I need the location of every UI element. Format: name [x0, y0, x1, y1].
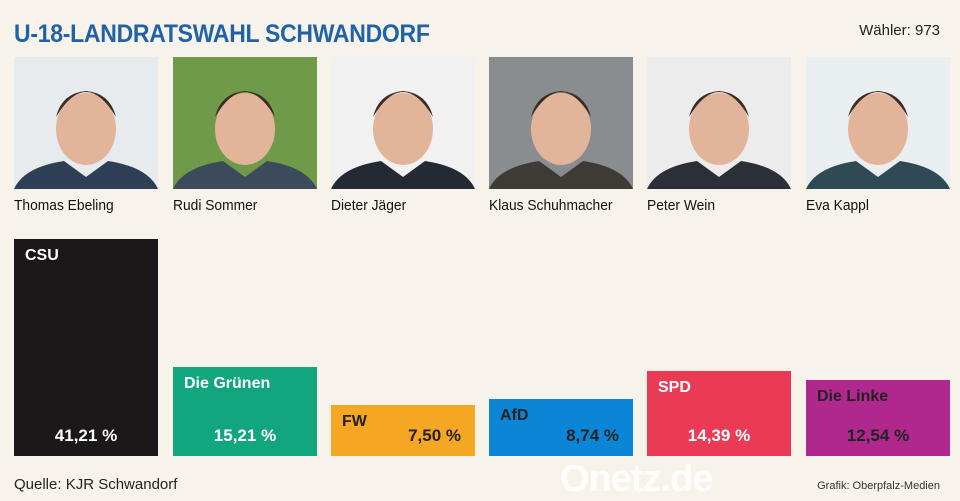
- candidate-name: Rudi Sommer: [173, 197, 258, 214]
- candidate-card: Eva Kappl: [806, 57, 950, 214]
- party-label: FW: [342, 413, 367, 431]
- candidate-name: Eva Kappl: [806, 197, 869, 214]
- candidate-photo: [331, 57, 475, 189]
- watermark-logo: Onetz.de: [560, 458, 713, 500]
- bar-afd: AfD 8,74 %: [489, 398, 633, 456]
- candidate-card: Thomas Ebeling: [14, 57, 158, 214]
- bar-spd: SPD 14,39 %: [647, 371, 791, 456]
- bar-fw: FW 7,50 %: [331, 405, 475, 456]
- source-note: Quelle: KJR Schwandorf: [14, 476, 178, 493]
- candidate-photo: [647, 57, 791, 189]
- candidate-name: Thomas Ebeling: [14, 197, 114, 214]
- candidate-card: Klaus Schuhmacher: [489, 57, 633, 214]
- data-label: 15,21 %: [213, 426, 277, 445]
- credit-note: Grafik: Oberpfalz-Medien: [817, 480, 940, 492]
- party-label: CSU: [25, 246, 59, 264]
- candidate-name: Dieter Jäger: [331, 197, 407, 214]
- data-label: 12,54 %: [846, 426, 910, 445]
- party-label: Die Grünen: [184, 375, 271, 393]
- party-label: AfD: [500, 406, 529, 424]
- data-label: 8,74 %: [566, 426, 619, 445]
- bar-die-grünen: Die Grünen 15,21 %: [173, 367, 317, 456]
- candidate-card: Rudi Sommer: [173, 57, 317, 214]
- data-label: 7,50 %: [408, 426, 461, 445]
- data-label: 14,39 %: [687, 426, 751, 445]
- data-label: 41,21 %: [54, 426, 118, 445]
- chart-title: U-18-LANDRATSWAHL SCHWANDORF: [14, 20, 430, 48]
- candidate-photo: [14, 57, 158, 189]
- bar-die-linke: Die Linke 12,54 %: [806, 380, 950, 456]
- candidate-card: Peter Wein: [647, 57, 791, 214]
- candidate-photo: [489, 57, 633, 189]
- candidate-card: Dieter Jäger: [331, 57, 475, 214]
- candidate-name: Peter Wein: [647, 197, 716, 214]
- voter-count: Wähler: 973: [859, 22, 940, 39]
- party-label: SPD: [658, 379, 691, 397]
- candidate-photo: [173, 57, 317, 189]
- candidate-photo: [806, 57, 950, 189]
- party-label: Die Linke: [817, 388, 889, 406]
- candidate-name: Klaus Schuhmacher: [489, 197, 613, 214]
- bar-csu: CSU 41,21 %: [14, 238, 158, 456]
